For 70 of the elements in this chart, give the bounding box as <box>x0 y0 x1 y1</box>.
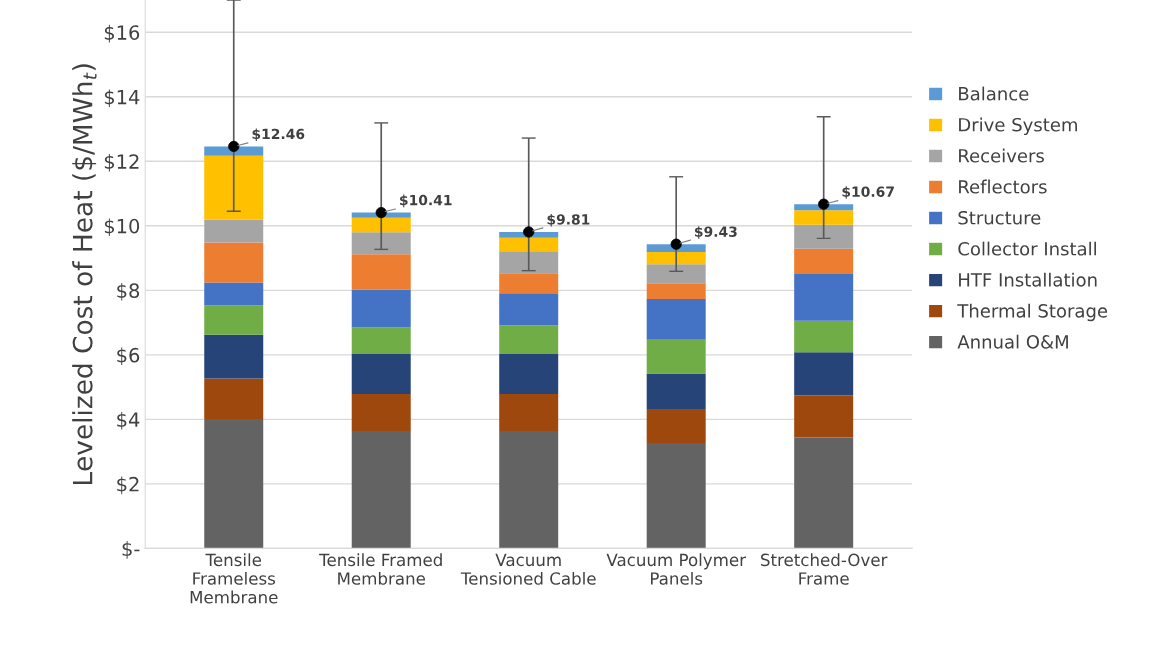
bar <box>351 353 411 394</box>
y-tick-label: $4 <box>117 411 140 430</box>
x-tick-label: Stretched-Over Frame <box>761 553 888 585</box>
bar <box>794 248 854 274</box>
y-tick-label: $2 <box>117 476 139 495</box>
bar <box>204 378 264 420</box>
bar <box>351 327 411 354</box>
x-tick-label: Tensile Frameless Membrane <box>190 553 278 604</box>
bar <box>794 320 854 353</box>
legend-label: Reflectors <box>959 179 1047 194</box>
bar <box>499 293 559 326</box>
bar <box>794 273 854 321</box>
bar <box>351 289 411 328</box>
bar <box>351 430 411 549</box>
bar <box>204 419 264 549</box>
bar <box>646 373 706 410</box>
bar <box>646 442 706 549</box>
bar <box>499 393 559 431</box>
data-label: $12.46 <box>252 128 305 142</box>
bar <box>794 224 854 249</box>
bar <box>351 232 411 255</box>
y-tick-label: $10 <box>104 218 140 237</box>
bar <box>204 146 264 156</box>
data-label: $10.41 <box>400 194 452 208</box>
bar <box>204 242 264 283</box>
bar <box>204 219 264 243</box>
y-tick-label: $14 <box>104 89 140 108</box>
y-tick-label: $- <box>122 541 140 559</box>
bar <box>351 217 411 233</box>
bar <box>646 299 706 340</box>
bar <box>499 353 559 394</box>
legend-label: Drive System <box>959 117 1077 136</box>
bar <box>351 393 411 431</box>
bar <box>351 254 411 290</box>
bar <box>794 395 854 438</box>
x-tick-label: Tensile Framed Membrane <box>319 553 442 585</box>
legend-label: Annual O&M <box>957 334 1068 349</box>
bar <box>646 409 706 443</box>
legend-label: Receivers <box>959 148 1044 163</box>
legend-label: Structure <box>958 210 1041 225</box>
bar <box>646 251 706 265</box>
x-tick-label: Vacuum Polymer Panels <box>606 553 747 585</box>
bar <box>204 305 264 335</box>
x-tick-label: Vacuum Tensioned Cable <box>460 553 596 585</box>
y-tick-label: $16 <box>104 24 140 43</box>
bar <box>499 237 559 252</box>
y-tick-label: $8 <box>117 282 140 301</box>
bar <box>646 283 706 300</box>
legend-label: Collector Install <box>958 241 1096 256</box>
legend-label: Balance <box>959 86 1029 101</box>
y-tick-label: $12 <box>104 153 139 172</box>
bar <box>499 325 559 354</box>
data-label: $10.67 <box>842 186 894 199</box>
bar <box>794 437 854 549</box>
data-label: $9.81 <box>547 213 590 227</box>
data-label: $9.43 <box>694 226 737 239</box>
bar <box>499 273 559 294</box>
legend-label: HTF Installation <box>959 272 1097 287</box>
bar <box>794 352 854 396</box>
bar <box>499 251 559 274</box>
bar <box>646 264 706 284</box>
bar <box>499 430 559 549</box>
legend-label: Thermal Storage <box>957 303 1108 322</box>
y-axis-title: Levelized Cost of Heat ($/MWh$_{t}$) <box>72 64 97 485</box>
bar <box>204 334 264 379</box>
bar <box>646 339 706 374</box>
y-tick-label: $6 <box>117 347 140 366</box>
bar <box>204 282 264 306</box>
bar <box>794 210 854 225</box>
bar <box>204 155 264 220</box>
